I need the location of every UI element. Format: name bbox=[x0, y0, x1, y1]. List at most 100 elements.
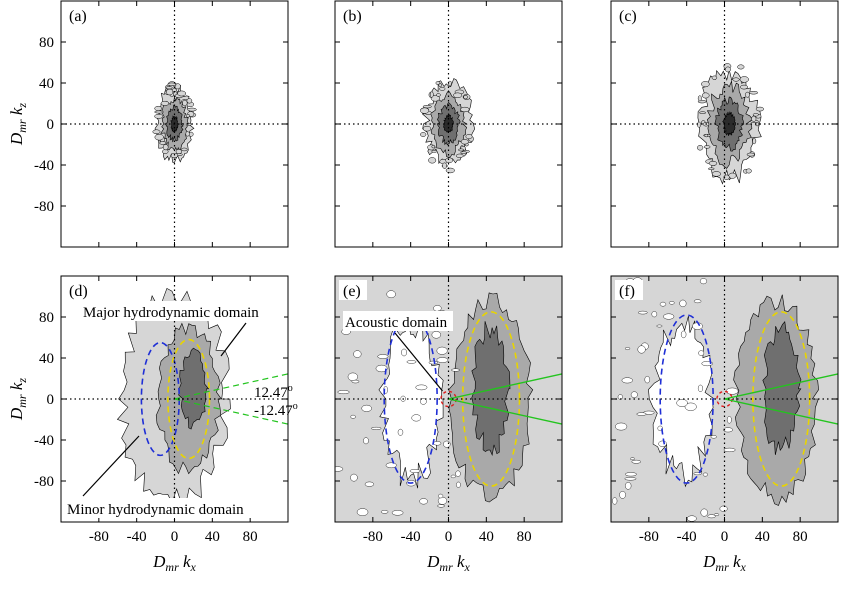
panel-e: -80 -40 0 40 80 (e) Dmr kx Acoustic domain bbox=[334, 275, 563, 574]
contour-speck bbox=[755, 106, 764, 112]
minor-domain-ellipse bbox=[383, 314, 438, 484]
y-tick-label: -80 bbox=[34, 474, 54, 490]
contour-speck bbox=[615, 422, 628, 431]
contour-speck bbox=[719, 505, 728, 512]
acoustic-domain-circle bbox=[440, 390, 457, 408]
contour-speck bbox=[644, 375, 650, 384]
contour-speck bbox=[391, 510, 404, 516]
y-axis-label: Dmr kz bbox=[7, 378, 29, 421]
contour-speck bbox=[619, 491, 626, 499]
contour-speck bbox=[162, 144, 169, 151]
contour-speck bbox=[152, 129, 161, 135]
x-tick-label: -40 bbox=[677, 529, 697, 545]
panel-content bbox=[696, 63, 764, 185]
contour-speck bbox=[711, 75, 718, 80]
contour-speck bbox=[625, 482, 632, 490]
contour-speck bbox=[165, 86, 173, 90]
x-tick-label: -80 bbox=[639, 529, 659, 545]
x-tick-label: 40 bbox=[205, 529, 220, 545]
contour-speck bbox=[740, 84, 748, 90]
contour-speck bbox=[668, 301, 675, 305]
x-tick-label: 80 bbox=[243, 529, 258, 545]
contour-speck bbox=[708, 161, 718, 166]
contour-speck bbox=[686, 515, 697, 522]
contour-speck bbox=[726, 387, 739, 395]
contour-speck bbox=[428, 157, 437, 164]
panel-content bbox=[420, 78, 476, 174]
contour-speck bbox=[377, 354, 389, 359]
contour-speck bbox=[160, 100, 170, 106]
annotation-acoustic: Acoustic domain bbox=[345, 315, 448, 331]
panel-tag-bg bbox=[615, 5, 643, 25]
contour-speck bbox=[704, 133, 709, 138]
contour-speck bbox=[455, 470, 461, 477]
x-axis-label-text: Dmr kx bbox=[426, 552, 470, 574]
contour-speck bbox=[637, 345, 646, 354]
annotation-arrow bbox=[394, 332, 443, 392]
contour-speck bbox=[744, 91, 750, 98]
x-tick-label: 40 bbox=[479, 529, 494, 545]
y-axis-label-text: Dmr kz bbox=[7, 103, 29, 146]
contour-speck bbox=[411, 414, 422, 422]
contour-speck bbox=[707, 514, 716, 519]
contour-speck bbox=[350, 414, 356, 419]
acoustic-domain-circle bbox=[716, 390, 733, 408]
contour-speck bbox=[335, 466, 344, 472]
contour-level-3 bbox=[471, 321, 511, 457]
y-tick-label: 40 bbox=[39, 76, 54, 92]
contour-speck bbox=[431, 331, 441, 339]
contour-speck bbox=[185, 131, 190, 137]
contour-speck bbox=[684, 402, 697, 411]
contour-speck bbox=[361, 404, 372, 412]
contour-speck bbox=[154, 134, 164, 141]
y-tick-label: 0 bbox=[47, 392, 55, 408]
contour-speck bbox=[663, 313, 675, 320]
panel-tag-label: (e) bbox=[343, 283, 361, 300]
contour-speck bbox=[625, 347, 631, 350]
panel-tag-label: (d) bbox=[69, 283, 88, 300]
contour-speck bbox=[161, 149, 169, 154]
contour-speck bbox=[697, 95, 702, 102]
contour-speck bbox=[463, 95, 468, 100]
panel-tag-bg bbox=[615, 280, 643, 300]
y-tick-label: -40 bbox=[34, 158, 54, 174]
contour-speck bbox=[751, 115, 757, 122]
x-tick-label: 0 bbox=[721, 529, 729, 545]
contour-speck bbox=[656, 324, 663, 328]
y-tick-label: 80 bbox=[39, 310, 54, 326]
contour-speck bbox=[170, 152, 179, 159]
annotation-bg bbox=[343, 311, 453, 331]
contour-speck bbox=[154, 110, 164, 114]
contour-speck bbox=[693, 472, 702, 476]
contour-speck bbox=[697, 145, 704, 151]
contour-speck bbox=[185, 113, 190, 118]
contour-speck bbox=[698, 350, 705, 356]
contour-speck bbox=[409, 469, 421, 473]
x-tick-label: 80 bbox=[793, 529, 808, 545]
x-tick-label: -80 bbox=[89, 529, 109, 545]
contour-speck bbox=[437, 496, 448, 505]
contour-speck bbox=[659, 301, 667, 307]
angle-label-pos: 12.47o bbox=[254, 383, 293, 401]
y-axis-label: Dmr kz bbox=[7, 103, 29, 146]
contour-speck bbox=[371, 426, 382, 430]
contour-speck bbox=[436, 346, 448, 355]
contour-speck bbox=[350, 473, 358, 482]
contour-speck bbox=[363, 437, 369, 445]
contour-speck bbox=[710, 435, 717, 439]
contour-speck bbox=[732, 77, 740, 82]
contour-speck bbox=[431, 150, 438, 153]
contour-speck bbox=[433, 441, 442, 446]
contour-speck bbox=[699, 278, 707, 285]
contour-speck bbox=[737, 64, 745, 70]
contour-speck bbox=[680, 330, 687, 339]
contour-speck bbox=[460, 139, 469, 145]
x-tick-label: 80 bbox=[517, 529, 532, 545]
contour-speck bbox=[745, 168, 752, 174]
contour-speck bbox=[638, 310, 648, 315]
contour-speck bbox=[431, 144, 436, 149]
angle-label-neg: -12.47o bbox=[254, 401, 298, 419]
contour-speck bbox=[679, 299, 687, 308]
contour-speck bbox=[419, 398, 427, 405]
contour-speck bbox=[422, 104, 432, 109]
